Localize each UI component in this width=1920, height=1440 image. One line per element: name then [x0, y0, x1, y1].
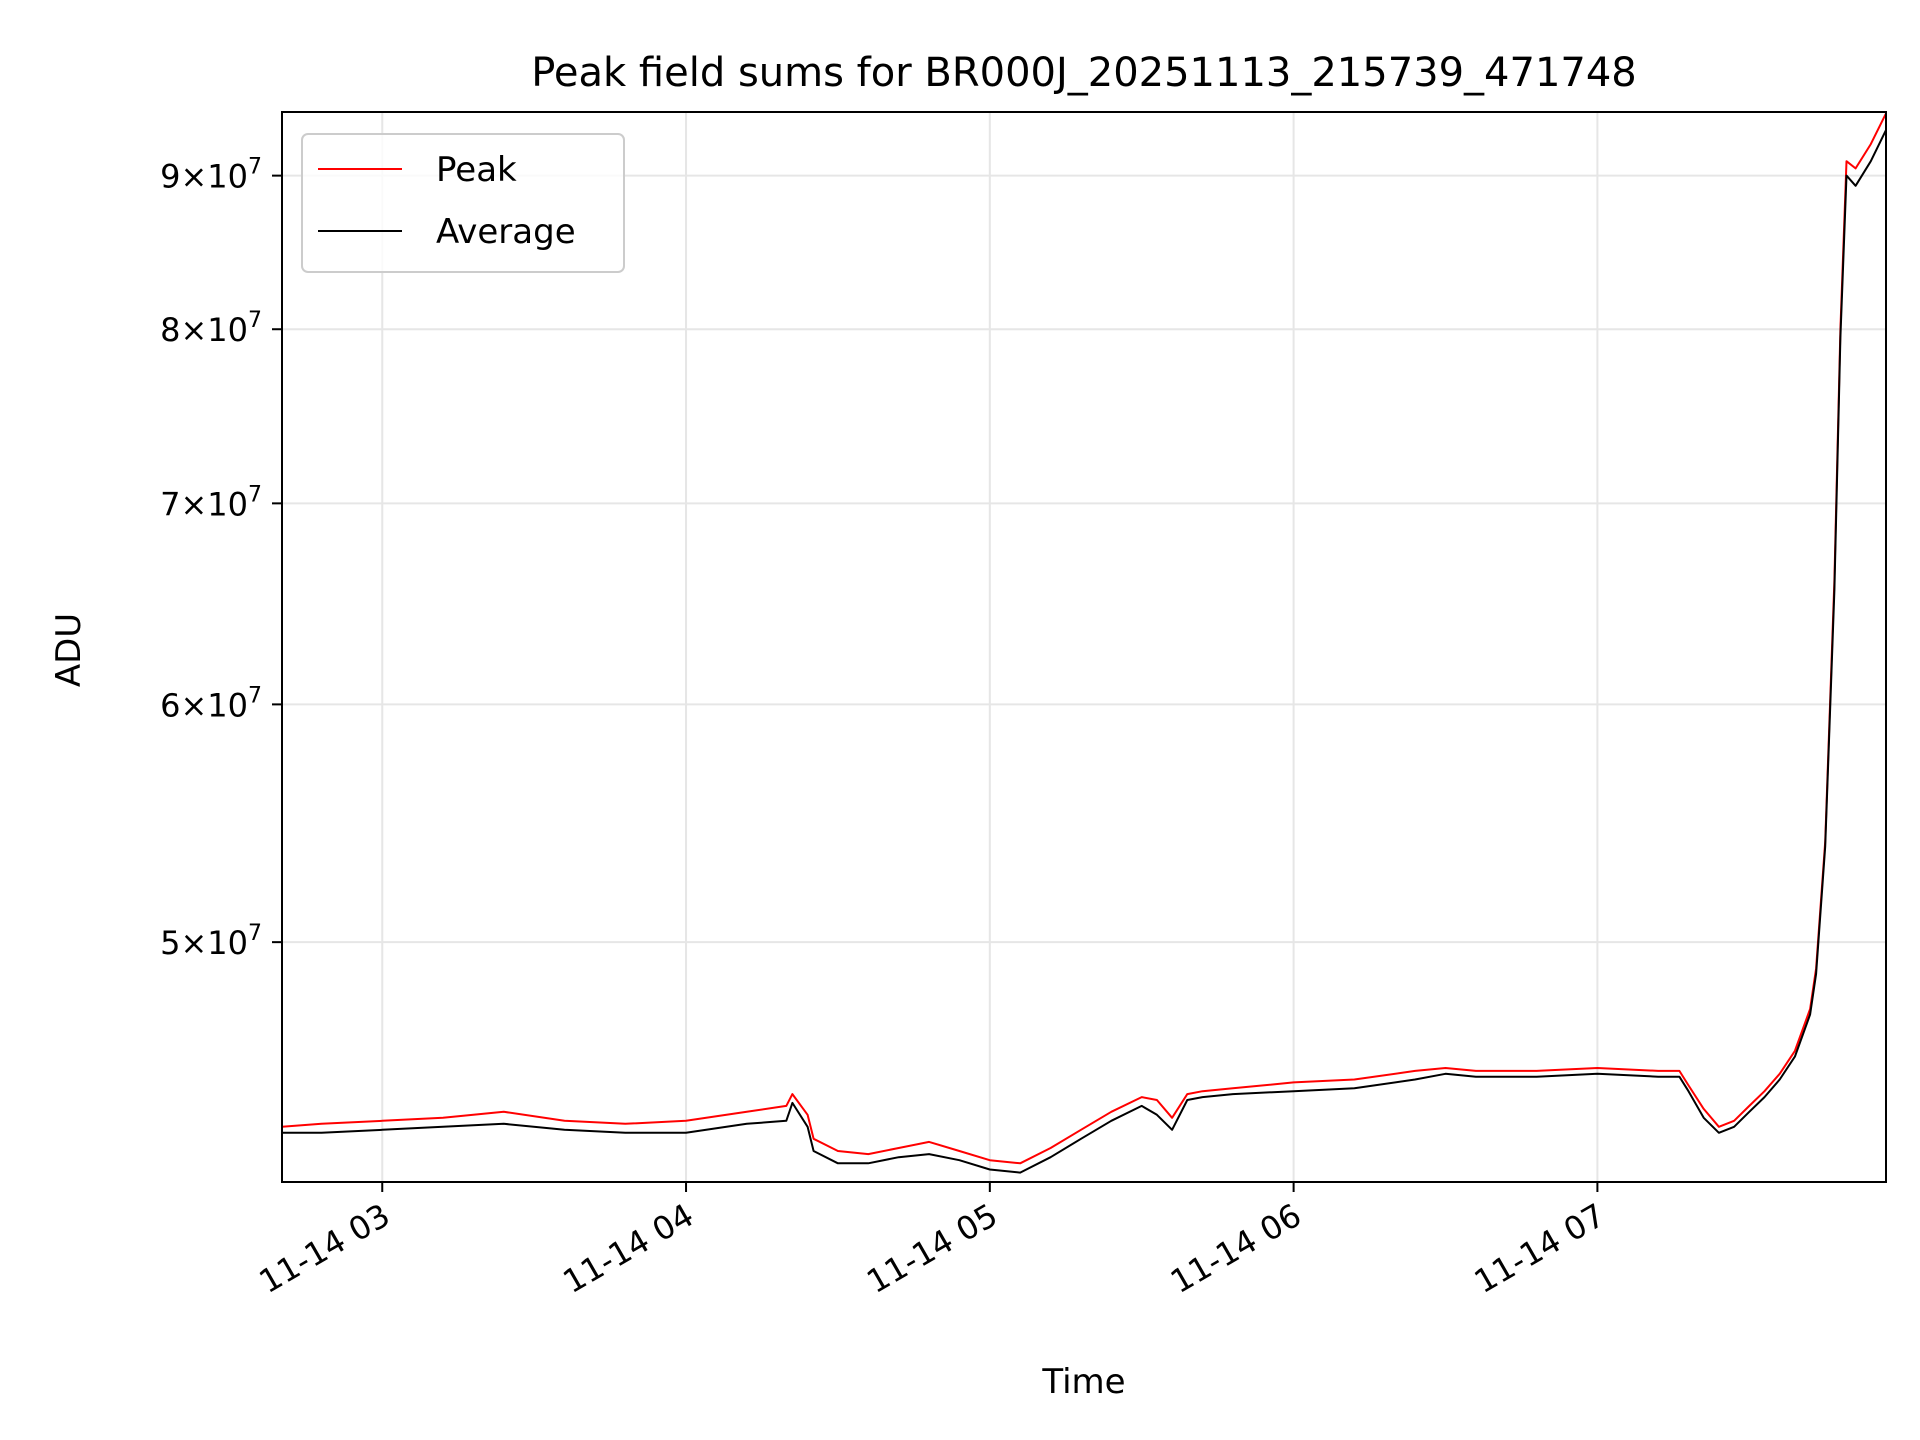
y-tick-mantissa: 6 — [160, 686, 180, 724]
y-tick-mantissa: 5 — [160, 924, 180, 962]
y-tick-base: 10 — [207, 158, 248, 196]
y-tick-label: 7×107 — [160, 482, 262, 523]
y-tick-base: 10 — [207, 924, 248, 962]
y-tick-base: 10 — [207, 485, 248, 523]
legend-label-average: Average — [436, 212, 576, 252]
y-tick-exponent: 7 — [248, 921, 262, 946]
series-line-average — [282, 129, 1886, 1174]
chart-title: Peak field sums for BR000J_20251113_2157… — [531, 50, 1637, 96]
y-tick-base: 10 — [207, 311, 248, 349]
y-tick-times: × — [180, 686, 207, 724]
y-tick-times: × — [180, 485, 207, 523]
legend-label-peak: Peak — [436, 150, 517, 190]
y-tick-times: × — [180, 311, 207, 349]
y-tick-label: 5×107 — [160, 921, 262, 962]
y-tick-times: × — [180, 924, 207, 962]
y-tick-label: 9×107 — [160, 155, 262, 196]
y-tick-mantissa: 7 — [160, 485, 180, 523]
y-tick-exponent: 7 — [248, 683, 262, 708]
y-tick-exponent: 7 — [248, 482, 262, 507]
plot-frame — [281, 111, 1887, 1183]
y-tick-times: × — [180, 158, 207, 196]
y-tick-exponent: 7 — [248, 155, 262, 180]
y-tick-label: 8×107 — [160, 308, 262, 349]
x-axis-label: Time — [1041, 1362, 1125, 1402]
y-tick-base: 10 — [207, 686, 248, 724]
y-tick-mantissa: 9 — [160, 158, 180, 196]
grid-lines — [282, 112, 1886, 1182]
y-axis-label: ADU — [49, 613, 89, 687]
legend: Peak Average — [301, 133, 625, 273]
series-line-peak — [282, 112, 1886, 1165]
y-tick-exponent: 7 — [248, 308, 262, 333]
series-lines — [282, 112, 1886, 1174]
y-tick-mantissa: 8 — [160, 311, 180, 349]
y-tick-label: 6×107 — [160, 683, 262, 724]
